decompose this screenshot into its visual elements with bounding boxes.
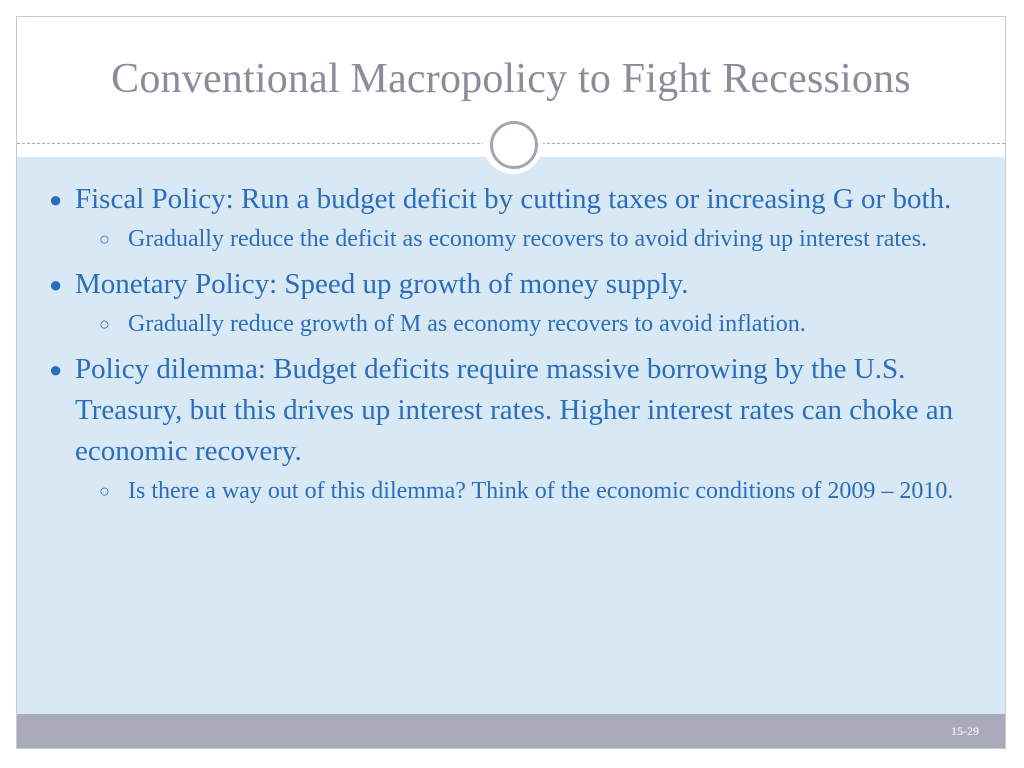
sub-bullet-text: Gradually reduce the deficit as economy … xyxy=(128,226,928,252)
sub-bullet-monetary-policy: ○ Gradually reduce growth of M as econom… xyxy=(47,307,977,341)
sub-bullet-fiscal-policy: ○ Gradually reduce the deficit as econom… xyxy=(47,222,977,256)
bullet-dot-icon: ● xyxy=(49,272,63,297)
bullet-list: ● Fiscal Policy: Run a budget deficit by… xyxy=(47,179,977,516)
sub-bullet-circle-icon: ○ xyxy=(99,229,110,249)
sub-bullet-circle-icon: ○ xyxy=(99,481,110,501)
page-number: 15-29 xyxy=(951,724,979,738)
sub-bullet-text: Is there a way out of this dilemma? Thin… xyxy=(128,478,954,504)
ornament-ring xyxy=(490,121,538,169)
footer-bar: 15-29 xyxy=(17,714,1005,748)
bullet-text: Policy dilemma: Budget deficits require … xyxy=(75,353,954,467)
sub-bullet-circle-icon: ○ xyxy=(99,314,110,334)
bullet-text: Fiscal Policy: Run a budget deficit by c… xyxy=(75,183,952,215)
bullet-policy-dilemma: ● Policy dilemma: Budget deficits requir… xyxy=(47,349,977,472)
circle-ornament-icon xyxy=(483,114,543,174)
content-area xyxy=(17,157,1005,715)
bullet-monetary-policy: ● Monetary Policy: Speed up growth of mo… xyxy=(47,264,977,305)
sub-bullet-policy-dilemma: ○ Is there a way out of this dilemma? Th… xyxy=(47,474,977,508)
slide-title: Conventional Macropolicy to Fight Recess… xyxy=(111,56,911,102)
bullet-fiscal-policy: ● Fiscal Policy: Run a budget deficit by… xyxy=(47,179,977,220)
bullet-dot-icon: ● xyxy=(49,357,63,382)
bullet-dot-icon: ● xyxy=(49,187,63,212)
sub-bullet-text: Gradually reduce growth of M as economy … xyxy=(128,311,806,337)
slide-frame: Conventional Macropolicy to Fight Recess… xyxy=(16,16,1006,749)
bullet-text: Monetary Policy: Speed up growth of mone… xyxy=(75,268,689,300)
